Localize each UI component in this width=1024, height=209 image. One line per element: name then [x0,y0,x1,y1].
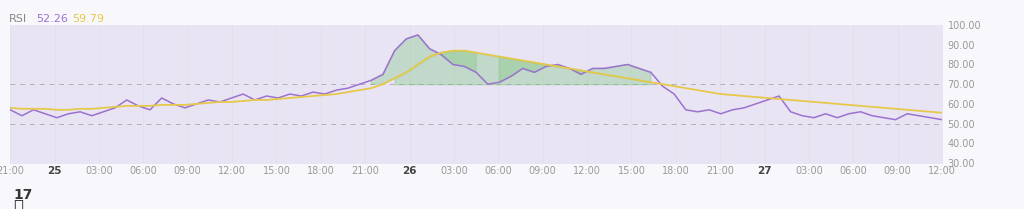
Text: 52.26: 52.26 [36,14,69,24]
Text: RSI: RSI [9,14,28,24]
Text: ⧗: ⧗ [13,198,23,209]
Text: 17: 17 [13,188,33,202]
Text: 59.79: 59.79 [72,14,103,24]
